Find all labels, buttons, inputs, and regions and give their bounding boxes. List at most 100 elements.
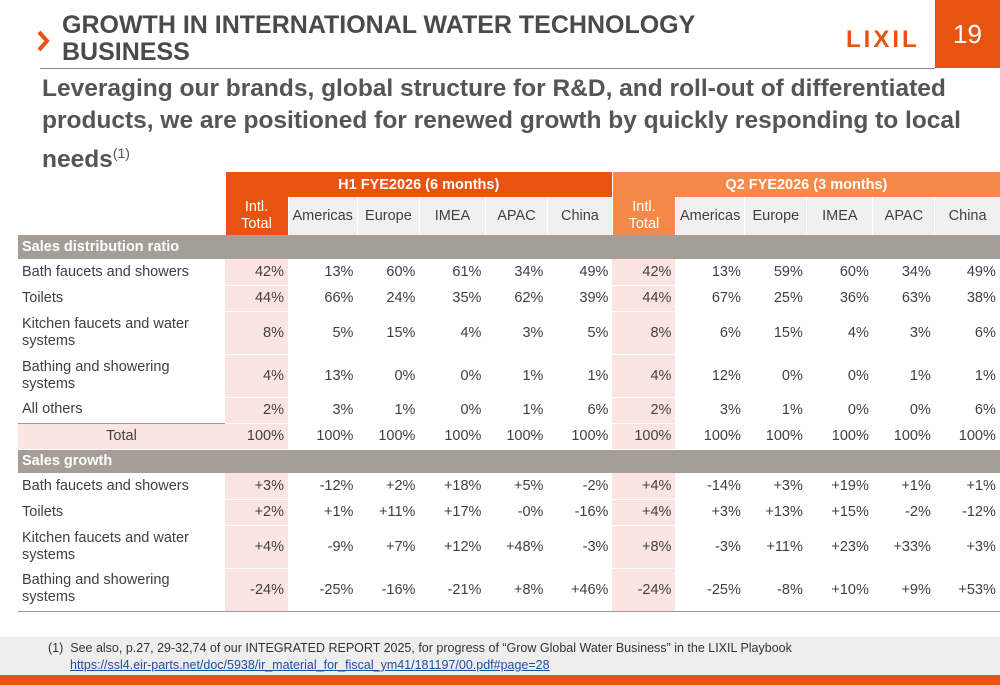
cell: 100% bbox=[744, 422, 807, 449]
subtitle: Leveraging our brands, global structure … bbox=[42, 73, 962, 176]
cell: +18% bbox=[443, 477, 482, 494]
cell: +33% bbox=[893, 538, 931, 555]
column-header: APAC bbox=[484, 197, 548, 235]
cell: 4% bbox=[460, 324, 482, 341]
cell: +4% bbox=[612, 499, 676, 525]
cell: 8% bbox=[225, 311, 288, 354]
cell: 1% bbox=[587, 367, 609, 384]
cell: 12% bbox=[711, 367, 741, 384]
cell: 100% bbox=[934, 422, 1000, 449]
cell: -9% bbox=[327, 538, 354, 555]
footnote-link[interactable]: https://ssl4.eir-parts.net/doc/5938/ir_m… bbox=[70, 658, 550, 672]
row-label: Kitchen faucets and water systems bbox=[22, 315, 189, 349]
cell: 100% bbox=[288, 422, 358, 449]
cell: 0% bbox=[781, 367, 803, 384]
cell: +3% bbox=[966, 538, 996, 555]
slide-title: GROWTH IN INTERNATIONAL WATER TECHNOLOGY… bbox=[62, 11, 695, 66]
cell: -12% bbox=[319, 477, 354, 494]
cell: 34% bbox=[514, 263, 544, 280]
cell: 5% bbox=[332, 324, 354, 341]
cell: 1% bbox=[781, 402, 803, 418]
cell: 60% bbox=[839, 263, 869, 280]
cell: 1% bbox=[394, 402, 416, 418]
cell: 24% bbox=[386, 290, 416, 306]
cell: 3% bbox=[332, 402, 354, 418]
row-label: Kitchen faucets and water systems bbox=[22, 529, 189, 563]
cell: +8% bbox=[485, 568, 548, 612]
cell: +23% bbox=[831, 538, 869, 555]
cell: -16% bbox=[574, 504, 609, 520]
cell: 6% bbox=[974, 324, 996, 341]
cell: -0% bbox=[517, 504, 544, 520]
cell: -25% bbox=[675, 568, 745, 612]
column-header-row: Intl. Total Americas Europe IMEA APAC China In… bbox=[18, 197, 1000, 235]
column-header: Americas bbox=[287, 197, 358, 235]
cell: +11% bbox=[379, 504, 416, 520]
cell: -21% bbox=[419, 568, 486, 612]
cell: +19% bbox=[831, 477, 869, 494]
data-table: H1 FYE2026 (6 months) Q2 FYE2026 (3 month… bbox=[18, 172, 1000, 612]
group-header-row: H1 FYE2026 (6 months) Q2 FYE2026 (3 month… bbox=[18, 172, 1000, 197]
cell: +8% bbox=[612, 525, 676, 568]
cell: 100% bbox=[419, 422, 486, 449]
corner-cell bbox=[18, 172, 225, 197]
cell: 8% bbox=[612, 311, 676, 354]
footnote: (1) See also, p.27, 29-32,74 of our INTE… bbox=[48, 641, 792, 655]
table-row: Total 100% 100% 100% 100% 100% 100% 100% 100% 100… bbox=[18, 422, 1000, 449]
cell: 100% bbox=[357, 422, 420, 449]
row-label: Bath faucets and showers bbox=[22, 477, 189, 494]
cell: -24% bbox=[225, 568, 288, 612]
cell: 100% bbox=[872, 422, 935, 449]
section-row: Sales distribution ratio bbox=[18, 235, 1000, 259]
cell: 60% bbox=[386, 263, 416, 280]
cell: 0% bbox=[909, 402, 931, 418]
cell: 42% bbox=[225, 259, 288, 285]
cell: +1% bbox=[966, 477, 996, 494]
cell: 6% bbox=[719, 324, 741, 341]
footnote-area: (1) See also, p.27, 29-32,74 of our INTE… bbox=[0, 637, 1000, 675]
cell: 36% bbox=[839, 290, 869, 306]
table-row: Bathing and showering systems 4% 13% 0% 0% 1%… bbox=[18, 354, 1000, 397]
cell: -2% bbox=[905, 504, 931, 520]
section-title: Sales growth bbox=[18, 449, 1000, 473]
cell: 6% bbox=[974, 402, 996, 418]
footnote-text: See also, p.27, 29-32,74 of our INTEGRAT… bbox=[70, 641, 792, 655]
cell: 25% bbox=[773, 290, 803, 306]
cell: 5% bbox=[587, 324, 609, 341]
title-rule bbox=[40, 68, 935, 69]
cell: -8% bbox=[744, 568, 807, 612]
cell: 0% bbox=[460, 367, 482, 384]
page-number: 19 bbox=[935, 0, 1000, 68]
cell: +5% bbox=[514, 477, 544, 494]
cell: 59% bbox=[773, 263, 803, 280]
column-header: China bbox=[546, 197, 613, 235]
cell: 39% bbox=[579, 290, 609, 306]
cell: 1% bbox=[909, 367, 931, 384]
cell: -25% bbox=[288, 568, 358, 612]
cell: +13% bbox=[765, 504, 803, 520]
column-header: IMEA bbox=[806, 197, 873, 235]
cell: 62% bbox=[514, 290, 544, 306]
bottom-bar bbox=[0, 675, 1000, 685]
cell: -3% bbox=[582, 538, 609, 555]
group-header: Q2 FYE2026 (3 months) bbox=[611, 172, 1000, 197]
table-row: Bathing and showering systems -24% -25% -16… bbox=[18, 568, 1000, 612]
cell: 35% bbox=[452, 290, 482, 306]
cell: 1% bbox=[974, 367, 996, 384]
cell: 0% bbox=[847, 402, 869, 418]
cell: -3% bbox=[715, 538, 741, 555]
cell: +1% bbox=[324, 504, 354, 520]
cell: -16% bbox=[357, 568, 420, 612]
cell: +3% bbox=[225, 473, 288, 499]
cell: 3% bbox=[719, 402, 741, 418]
cell: 4% bbox=[225, 354, 288, 397]
cell: 44% bbox=[225, 285, 288, 311]
cell: 13% bbox=[711, 263, 741, 280]
cell: 15% bbox=[386, 324, 416, 341]
cell: +9% bbox=[872, 568, 935, 612]
column-header: Americas bbox=[674, 197, 745, 235]
logo: LIXIL bbox=[846, 26, 920, 53]
group-header: H1 FYE2026 (6 months) bbox=[224, 172, 613, 197]
cell: +12% bbox=[443, 538, 482, 555]
